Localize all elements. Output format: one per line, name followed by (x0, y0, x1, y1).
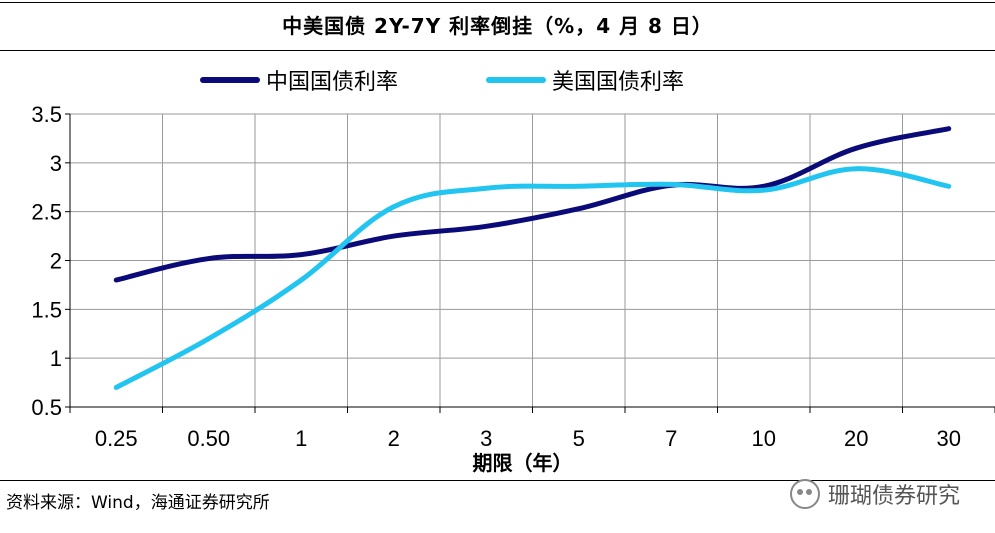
x-tick-label: 0.25 (95, 426, 138, 451)
x-tick-label: 10 (752, 426, 776, 451)
watermark-text: 珊瑚债券研究 (828, 484, 961, 509)
x-tick-label: 2 (388, 426, 400, 451)
legend-item-us: 美国国债利率 (486, 64, 684, 96)
legend-swatch-china (200, 77, 260, 83)
y-tick-label: 1 (50, 346, 62, 371)
x-axis-label: 期限（年） (473, 451, 573, 475)
y-tick-label: 2.5 (31, 200, 62, 225)
legend-item-china: 中国国债利率 (200, 64, 398, 96)
legend-label-china: 中国国债利率 (266, 70, 399, 95)
x-tick-label: 3 (480, 426, 492, 451)
series-line-china (113, 126, 952, 283)
series-line-us (113, 166, 952, 390)
legend-label-us: 美国国债利率 (552, 70, 685, 95)
title-rule (0, 50, 995, 51)
bottom-rule (0, 480, 995, 481)
y-tick-label: 0.5 (31, 395, 62, 420)
source-note: 资料来源：Wind，海通证券研究所 (6, 493, 270, 513)
y-tick-label: 2 (50, 249, 62, 274)
watermark: 珊瑚债券研究 (790, 478, 960, 510)
y-tick-label: 3 (50, 151, 62, 176)
x-tick-label: 7 (665, 426, 677, 451)
x-tick-label: 5 (573, 426, 585, 451)
y-tick-label: 3.5 (31, 102, 62, 127)
x-tick-label: 0.50 (187, 426, 230, 451)
x-tick-label: 30 (937, 426, 961, 451)
x-tick-label: 1 (295, 426, 307, 451)
legend-swatch-us (486, 77, 546, 83)
chart-title: 中美国债 2Y-7Y 利率倒挂（%，4 月 8 日） (282, 14, 713, 38)
top-rule (0, 2, 995, 3)
x-tick-label: 20 (844, 426, 868, 451)
wechat-icon (790, 479, 820, 509)
y-tick-label: 1.5 (31, 297, 62, 322)
